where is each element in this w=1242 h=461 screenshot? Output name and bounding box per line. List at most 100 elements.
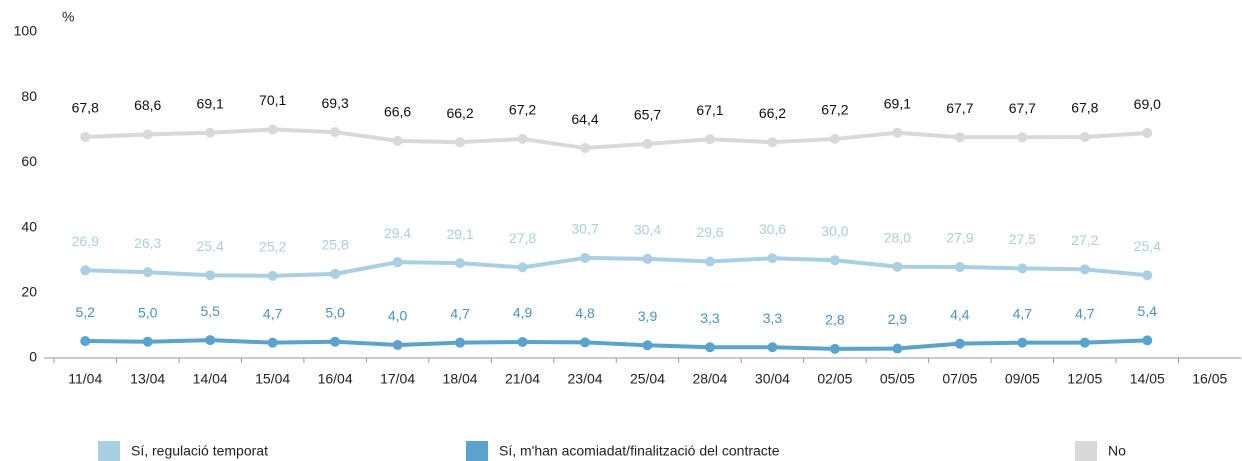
data-point — [517, 337, 528, 348]
data-point — [267, 337, 278, 348]
data-point — [1017, 263, 1028, 274]
x-tick-label: 16/05 — [1192, 371, 1227, 387]
data-point — [1079, 337, 1090, 348]
data-point — [142, 336, 153, 347]
x-tick-label: 05/05 — [880, 371, 915, 387]
data-label: 5,0 — [138, 304, 158, 320]
data-label: 65,7 — [634, 107, 661, 123]
data-point — [767, 253, 778, 264]
data-point — [767, 342, 778, 353]
data-point — [1079, 131, 1090, 142]
series-line — [85, 255, 1148, 278]
data-label: 4,9 — [513, 305, 533, 321]
x-tick-label: 07/05 — [942, 371, 977, 387]
data-point — [704, 342, 715, 353]
x-tick-label: 21/04 — [505, 371, 540, 387]
y-axis-label: % — [62, 9, 74, 25]
data-point — [1079, 264, 1090, 275]
data-label: 4,7 — [263, 305, 283, 321]
data-label: 27,2 — [1071, 232, 1098, 248]
data-point — [80, 336, 91, 347]
series-line — [85, 338, 1148, 351]
data-point — [267, 124, 278, 135]
legend-swatch — [98, 441, 120, 461]
data-label: 69,0 — [1134, 96, 1161, 112]
x-tick-label: 12/05 — [1067, 371, 1102, 387]
data-label: 67,2 — [509, 102, 536, 118]
data-point — [954, 262, 965, 273]
data-point — [517, 133, 528, 144]
x-tick-label: 14/05 — [1130, 371, 1165, 387]
series-line — [85, 127, 1148, 151]
data-point — [392, 257, 403, 268]
data-label: 70,1 — [259, 92, 286, 108]
data-point — [330, 336, 341, 347]
data-point — [829, 133, 840, 144]
data-label: 69,1 — [884, 95, 911, 111]
data-label: 4,0 — [388, 308, 408, 324]
data-label: 68,6 — [134, 97, 161, 113]
data-point — [580, 337, 591, 348]
x-tick-label: 13/04 — [130, 371, 165, 387]
data-point — [1142, 270, 1153, 281]
data-label: 67,1 — [696, 102, 723, 118]
data-label: 5,0 — [325, 304, 345, 320]
data-label: 26,3 — [134, 235, 161, 251]
x-tick-label: 23/04 — [568, 371, 603, 387]
data-label: 67,2 — [821, 102, 848, 118]
x-tick-label: 14/04 — [193, 371, 228, 387]
data-label: 69,1 — [197, 95, 224, 111]
data-label: 25,2 — [259, 239, 286, 255]
data-point — [892, 127, 903, 138]
data-point — [205, 127, 216, 138]
data-point — [642, 253, 653, 264]
data-point — [455, 137, 466, 148]
data-label: 66,2 — [446, 105, 473, 121]
x-tick-label: 09/05 — [1005, 371, 1040, 387]
data-label: 28,0 — [884, 229, 911, 245]
data-label: 4,7 — [1013, 305, 1033, 321]
data-label: 5,4 — [1138, 303, 1158, 319]
data-point — [704, 134, 715, 145]
legend-swatch — [1075, 441, 1097, 461]
data-label: 67,7 — [946, 100, 973, 116]
data-label: 30,7 — [571, 221, 598, 237]
x-tick-label: 11/04 — [68, 371, 102, 387]
legend-swatch — [466, 441, 488, 461]
data-label: 27,5 — [1009, 231, 1036, 247]
legend-label: Sí, regulació temporat — [131, 443, 268, 459]
data-point — [330, 127, 341, 138]
data-point — [455, 258, 466, 269]
data-point — [205, 335, 216, 346]
data-point — [954, 132, 965, 143]
legend-label: Sí, m'han acomiadat/finalització del con… — [499, 443, 780, 459]
data-point — [954, 338, 965, 349]
data-label: 27,9 — [946, 230, 973, 246]
data-point — [642, 340, 653, 351]
data-point — [892, 343, 903, 354]
data-label: 4,7 — [1075, 305, 1095, 321]
data-label: 2,9 — [888, 311, 908, 327]
data-point — [205, 270, 216, 281]
data-label: 4,8 — [575, 305, 595, 321]
data-label: 2,8 — [825, 312, 845, 328]
data-label: 29,4 — [384, 225, 411, 241]
data-point — [1017, 132, 1028, 143]
y-tick-label: 60 — [21, 153, 37, 169]
data-label: 27,8 — [509, 230, 536, 246]
data-point — [1017, 337, 1028, 348]
x-tick-label: 25/04 — [630, 371, 665, 387]
x-tick-label: 15/04 — [255, 371, 290, 387]
data-label: 29,1 — [446, 226, 473, 242]
x-tick-label: 30/04 — [755, 371, 790, 387]
data-label: 25,8 — [322, 237, 349, 253]
data-label: 30,4 — [634, 222, 661, 238]
x-tick-label: 02/05 — [817, 371, 852, 387]
data-label: 5,2 — [76, 304, 96, 320]
data-label: 67,8 — [72, 100, 99, 116]
data-label: 25,4 — [197, 238, 224, 254]
data-label: 67,7 — [1009, 100, 1036, 116]
data-point — [829, 343, 840, 354]
x-tick-label: 28/04 — [692, 371, 727, 387]
